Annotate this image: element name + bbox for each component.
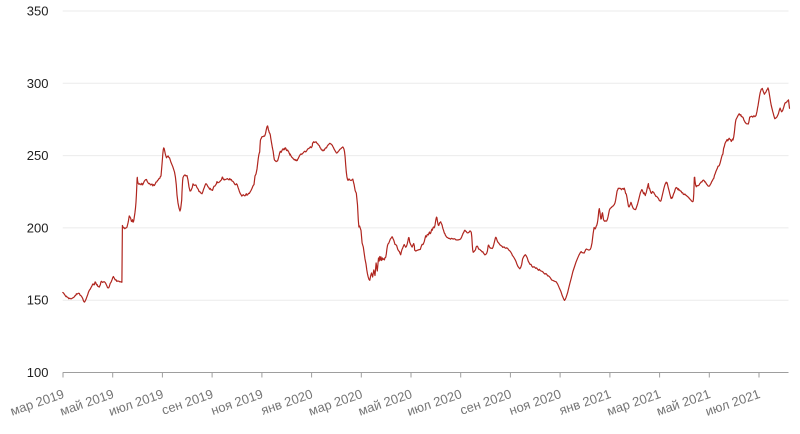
svg-text:150: 150 (27, 293, 49, 308)
svg-text:350: 350 (27, 4, 49, 19)
svg-text:200: 200 (27, 220, 49, 235)
svg-text:100: 100 (27, 365, 49, 380)
svg-text:250: 250 (27, 148, 49, 163)
svg-text:300: 300 (27, 76, 49, 91)
